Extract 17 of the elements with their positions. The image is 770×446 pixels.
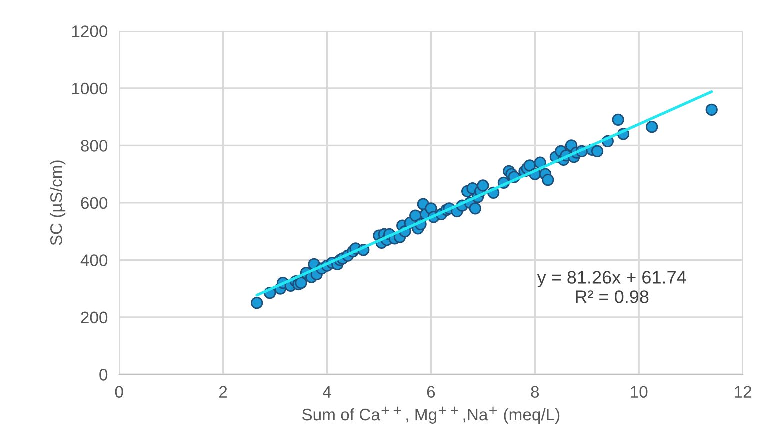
x-tick-label: 8 [531,386,540,398]
x-axis-title: Sum of Ca$^{++}$, Mg$^{++}$,Na$^{+}$ (meq/L) [302,406,560,424]
y-tick-label: 1200 [72,26,108,38]
y-tick-label: 0 [100,369,108,381]
annotation: y = 81.26x + 61.74 R² = 0.98 [537,271,686,304]
x-tick-label: 4 [323,386,332,398]
x-tick-label: 0 [115,386,124,398]
x-tick-label: 10 [631,386,648,398]
y-tick-label: 1000 [72,82,108,95]
y-tick-label: 400 [80,254,108,266]
y-axis-title: SC (µS/cm) [50,160,66,246]
x-tick-label: 12 [735,386,752,398]
x-tick-label: 2 [220,386,228,398]
y-tick-label: 200 [81,312,108,324]
y-tick-label: 800 [81,140,108,152]
y-tick-label: 600 [81,197,108,210]
x-tick-label: 6 [427,386,436,398]
